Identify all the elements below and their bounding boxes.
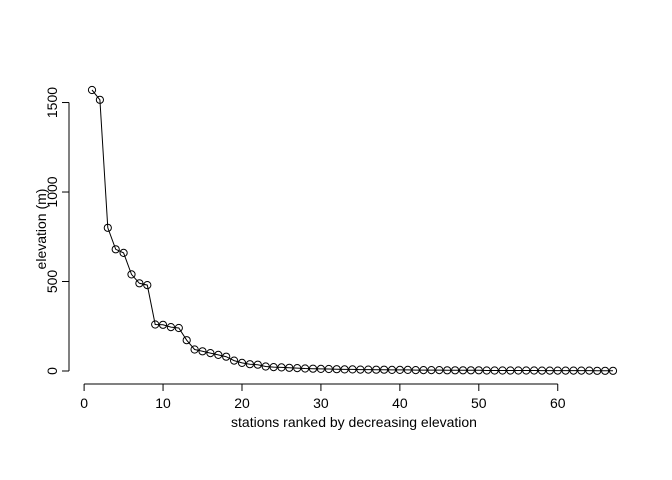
data-point <box>135 279 144 288</box>
y-tick-label: 1500 <box>44 87 60 118</box>
data-point <box>182 336 191 345</box>
y-axis-title: elevation (m) <box>33 189 49 270</box>
data-point <box>577 366 586 375</box>
data-point <box>324 364 333 374</box>
data-point <box>316 364 325 373</box>
data-point <box>553 366 562 375</box>
data-point <box>158 320 168 329</box>
data-point <box>222 352 231 361</box>
data-point <box>593 366 602 375</box>
data-point <box>522 366 531 375</box>
data-point <box>443 366 452 375</box>
x-tick-label: 0 <box>80 395 88 411</box>
data-point <box>166 323 175 332</box>
data-point <box>466 366 475 375</box>
data-point <box>103 223 112 232</box>
data-point <box>356 365 365 374</box>
data-point <box>498 366 507 375</box>
data-point <box>308 364 318 373</box>
data-point <box>214 350 223 359</box>
x-axis-title: stations ranked by decreasing elevation <box>231 414 477 430</box>
data-point <box>372 365 381 374</box>
data-point <box>458 366 468 375</box>
data-point <box>380 365 389 374</box>
data-point <box>198 347 207 356</box>
x-tick-label: 60 <box>550 395 566 411</box>
data-point <box>569 366 578 375</box>
data-point <box>482 366 491 375</box>
data-point <box>608 366 618 375</box>
data-point <box>348 365 357 374</box>
data-point <box>530 366 539 375</box>
data-point <box>230 356 239 365</box>
data-point <box>403 365 412 374</box>
data-point <box>427 366 436 375</box>
data-point <box>537 366 547 375</box>
data-point <box>435 366 444 375</box>
data-point <box>395 365 404 374</box>
data-point <box>293 364 302 373</box>
y-tick-label: 1000 <box>44 176 60 207</box>
data-point <box>411 366 420 375</box>
data-point <box>237 358 247 367</box>
data-point <box>585 366 594 375</box>
data-point <box>190 345 199 354</box>
data-point <box>143 281 152 290</box>
data-point <box>490 366 499 375</box>
x-tick-label: 40 <box>392 395 408 411</box>
data-point <box>127 270 136 279</box>
data-point <box>285 363 294 372</box>
data-point <box>332 365 341 374</box>
x-tick-label: 50 <box>471 395 487 411</box>
data-point <box>269 363 278 372</box>
data-point <box>340 365 349 374</box>
series-line <box>91 89 613 372</box>
data-point <box>301 364 310 373</box>
data-point <box>506 366 515 375</box>
data-point <box>601 366 610 375</box>
data-point <box>111 245 120 254</box>
data-point <box>561 366 570 375</box>
x-tick-label: 30 <box>313 395 329 411</box>
data-point <box>119 248 128 257</box>
data-point <box>545 366 554 375</box>
data-point <box>174 323 183 333</box>
y-tick-label: 500 <box>44 270 60 294</box>
data-point <box>387 365 397 374</box>
axes: 0 10 20 30 40 50 60 0 500 1000 1500 <box>44 87 566 411</box>
data-point <box>474 366 483 375</box>
x-tick-label: 10 <box>155 395 171 411</box>
data-point <box>277 363 286 372</box>
data-point <box>364 365 373 374</box>
data-point <box>87 85 97 95</box>
data-point <box>95 95 105 104</box>
data-point <box>253 360 262 369</box>
x-tick-label: 20 <box>234 395 250 411</box>
data-point <box>451 366 460 375</box>
data-point <box>245 360 254 369</box>
data-points <box>87 85 618 375</box>
data-point <box>261 362 270 371</box>
y-tick-label: 0 <box>44 367 60 375</box>
data-point <box>206 349 215 358</box>
data-point <box>419 366 428 375</box>
data-point <box>151 320 160 329</box>
data-point <box>514 366 523 375</box>
